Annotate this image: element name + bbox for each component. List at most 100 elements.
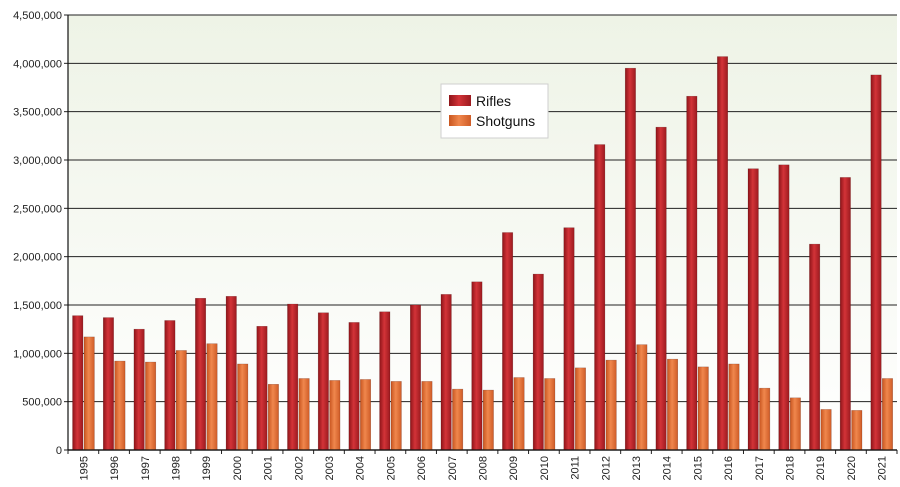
y-tick-label: 4,500,000 bbox=[13, 10, 62, 22]
y-tick-label: 0 bbox=[56, 445, 62, 457]
bar-shotguns-2006 bbox=[421, 381, 433, 451]
x-tick-label: 2004 bbox=[355, 456, 367, 480]
x-tick-label: 2000 bbox=[232, 456, 244, 480]
bar-shotguns-2011 bbox=[574, 367, 586, 451]
bar-rifles-2016 bbox=[717, 56, 728, 451]
bar-rifles-2010 bbox=[532, 273, 544, 451]
bar-shotguns-2009 bbox=[513, 377, 525, 451]
bar-rifles-2014 bbox=[655, 126, 667, 451]
x-tick-label: 2019 bbox=[815, 456, 827, 480]
bar-rifles-2015 bbox=[686, 95, 698, 451]
bar-shotguns-2004 bbox=[360, 379, 371, 451]
x-tick-label: 2008 bbox=[478, 456, 490, 480]
x-tick-label: 2020 bbox=[846, 456, 858, 480]
x-tick-label: 1999 bbox=[201, 456, 213, 480]
y-tick-label: 4,000,000 bbox=[13, 58, 62, 70]
bar-shotguns-1998 bbox=[175, 350, 187, 451]
bar-rifles-2021 bbox=[870, 74, 882, 451]
bar-rifles-2017 bbox=[747, 168, 759, 451]
bar-shotguns-2002 bbox=[298, 378, 310, 451]
bar-rifles-2011 bbox=[563, 227, 575, 451]
x-tick-label: 2012 bbox=[600, 456, 612, 480]
legend-swatch-rifles bbox=[449, 95, 471, 106]
bar-shotguns-2018 bbox=[789, 397, 801, 451]
y-tick-label: 2,500,000 bbox=[13, 203, 62, 215]
legend-label-shotguns: Shotguns bbox=[476, 113, 535, 129]
x-tick-label: 2001 bbox=[263, 456, 275, 480]
x-tick-label: 2017 bbox=[754, 456, 766, 480]
bar-rifles-2009 bbox=[502, 232, 514, 451]
bar-shotguns-1995 bbox=[83, 336, 95, 451]
bar-rifles-2012 bbox=[594, 144, 606, 451]
bar-shotguns-1997 bbox=[145, 361, 157, 451]
bar-shotguns-2000 bbox=[237, 363, 249, 451]
legend-label-rifles: Rifles bbox=[476, 93, 511, 109]
bar-rifles-2001 bbox=[256, 326, 268, 451]
bar-shotguns-2020 bbox=[851, 410, 863, 451]
bar-shotguns-2016 bbox=[728, 363, 740, 451]
x-tick-label: 2011 bbox=[570, 456, 582, 480]
y-tick-label: 3,000,000 bbox=[13, 155, 62, 167]
x-tick-label: 2007 bbox=[447, 456, 459, 480]
bar-rifles-2000 bbox=[225, 296, 237, 451]
bar-shotguns-2014 bbox=[667, 358, 679, 451]
bar-rifles-2006 bbox=[410, 304, 421, 451]
x-tick-label: 1996 bbox=[109, 456, 121, 480]
x-tick-label: 2021 bbox=[877, 456, 889, 480]
legend: Rifles Shotguns bbox=[440, 83, 549, 139]
bar-rifles-1997 bbox=[133, 328, 145, 451]
bar-shotguns-2017 bbox=[759, 387, 771, 451]
x-tick-label: 2003 bbox=[324, 456, 336, 480]
bar-rifles-1995 bbox=[72, 315, 84, 451]
bar-shotguns-2021 bbox=[882, 378, 893, 451]
legend-box bbox=[440, 83, 549, 139]
bar-shotguns-2001 bbox=[267, 384, 279, 451]
y-tick-label: 500,000 bbox=[22, 397, 62, 409]
bar-shotguns-2013 bbox=[636, 344, 648, 451]
x-tick-label: 2002 bbox=[293, 456, 305, 480]
x-tick-label: 2015 bbox=[692, 456, 704, 480]
x-tick-label: 2009 bbox=[508, 456, 520, 480]
bar-rifles-2007 bbox=[440, 294, 452, 451]
y-tick-label: 3,500,000 bbox=[13, 107, 62, 119]
bar-shotguns-1999 bbox=[206, 343, 218, 451]
gridlines bbox=[68, 14, 897, 451]
x-tick-label: 2013 bbox=[631, 456, 643, 480]
x-tick-label: 2006 bbox=[416, 456, 428, 480]
bar-rifles-2019 bbox=[809, 243, 821, 451]
bar-shotguns-2010 bbox=[544, 378, 556, 451]
legend-swatch-shotguns bbox=[449, 115, 471, 126]
x-tick-label: 2014 bbox=[662, 456, 674, 480]
x-tick-label: 2018 bbox=[785, 456, 797, 480]
plot-background bbox=[68, 15, 897, 450]
bar-rifles-2002 bbox=[287, 303, 299, 451]
bar-shotguns-1996 bbox=[114, 360, 126, 451]
x-tick-label: 2016 bbox=[723, 456, 735, 480]
x-tick-label: 1997 bbox=[140, 456, 152, 480]
bar-shotguns-2015 bbox=[697, 366, 709, 451]
bar-shotguns-2003 bbox=[329, 380, 341, 451]
y-tick-label: 1,000,000 bbox=[13, 348, 62, 360]
bar-rifles-2020 bbox=[839, 177, 851, 451]
x-tick-label: 2005 bbox=[385, 456, 397, 480]
bar-shotguns-2019 bbox=[820, 409, 832, 451]
y-tick-label: 2,000,000 bbox=[13, 252, 62, 264]
bar-rifles-2003 bbox=[317, 312, 329, 451]
x-axis-ticks: 1995 1996 1997 1998 1999 2000 2001 2002 2003 2004… bbox=[67, 450, 898, 480]
bars bbox=[72, 56, 893, 451]
bar-rifles-2018 bbox=[778, 164, 790, 451]
bar-rifles-1996 bbox=[102, 317, 114, 451]
bar-shotguns-2005 bbox=[390, 381, 402, 451]
bar-rifles-2013 bbox=[624, 67, 636, 451]
x-tick-label: 1998 bbox=[170, 456, 182, 480]
bar-shotguns-2012 bbox=[605, 359, 617, 451]
bar-rifles-1998 bbox=[164, 320, 176, 451]
bar-rifles-2008 bbox=[471, 281, 483, 451]
bar-rifles-2004 bbox=[348, 322, 360, 451]
bar-rifles-1999 bbox=[195, 297, 207, 451]
x-tick-label: 1995 bbox=[78, 456, 90, 480]
x-tick-label: 2010 bbox=[539, 456, 551, 480]
y-tick-label: 1,500,000 bbox=[13, 300, 62, 312]
